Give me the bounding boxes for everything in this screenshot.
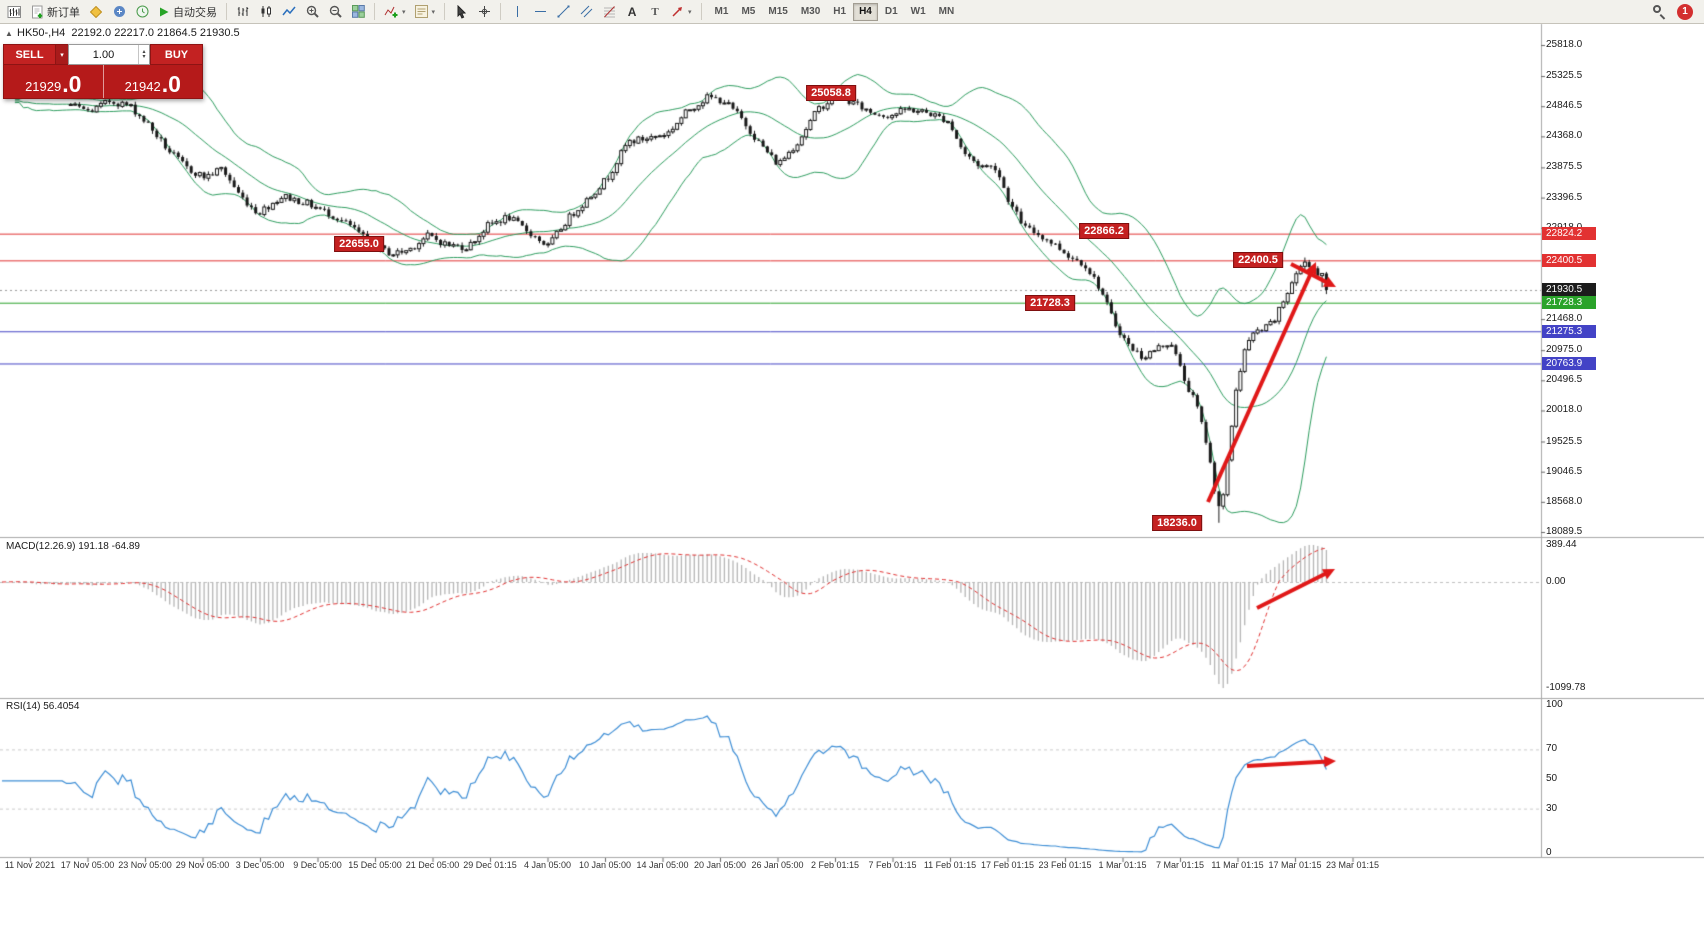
crosshair-icon (478, 6, 490, 17)
templates-button[interactable]: ▾ (411, 2, 440, 22)
vertical-line-button[interactable] (506, 2, 528, 22)
history-center-icon (136, 5, 148, 18)
new-order-icon (32, 5, 43, 18)
new-order-label: 新订单 (47, 6, 80, 19)
timeframe-M30[interactable]: M30 (795, 3, 826, 21)
cursor-button[interactable] (450, 2, 472, 22)
trendline-button[interactable] (552, 2, 574, 22)
one-click-top-row: SELL ▾ 1.00 ▴ ▾ BUY (3, 44, 203, 65)
line-chart-button[interactable] (278, 2, 300, 22)
autotrading-label: 自动交易 (173, 6, 217, 19)
zoom-out-icon (329, 5, 342, 18)
dropdown-caret-icon: ▾ (402, 8, 406, 16)
horizontal-line-icon (534, 11, 546, 12)
buy-price[interactable]: 21942.0 (102, 65, 203, 98)
templates-icon (414, 5, 428, 18)
dropdown-caret-icon: ▾ (688, 8, 692, 16)
text-label-tool-icon: T (651, 5, 659, 18)
timeframe-M15[interactable]: M15 (762, 3, 793, 21)
sell-price[interactable]: 21929.0 (4, 65, 103, 98)
zoom-in-icon (306, 5, 319, 18)
buy-price-main: 21942 (124, 79, 161, 94)
line-chart-icon (282, 6, 296, 16)
zoom-in-button[interactable] (301, 2, 323, 22)
bar-chart-icon (237, 7, 249, 16)
search-button[interactable] (1648, 2, 1670, 22)
market-watch-icon (113, 6, 125, 17)
bar-chart-button[interactable] (232, 2, 254, 22)
search-icon (1652, 5, 1666, 20)
one-click-prices: 21929.0 21942.0 (3, 65, 203, 99)
volume-value: 1.00 (92, 48, 115, 61)
market-watch-button[interactable] (108, 2, 130, 22)
spinner-up-icon[interactable]: ▴ (142, 48, 146, 55)
arrows-tool-icon (672, 7, 683, 17)
one-click-trading-widget: SELL ▾ 1.00 ▴ ▾ BUY 21929.0 21942.0 (3, 44, 203, 99)
crosshair-button[interactable] (473, 2, 495, 22)
sell-price-pips: .0 (62, 71, 82, 98)
fibonacci-button[interactable] (598, 2, 620, 22)
timeframe-M1[interactable]: M1 (709, 3, 735, 21)
autotrading-button[interactable]: 自动交易 (154, 2, 221, 22)
timeframe-D1[interactable]: D1 (879, 3, 904, 21)
timeframe-H1[interactable]: H1 (827, 3, 852, 21)
sell-dropdown-button[interactable]: ▾ (56, 44, 68, 65)
timeframe-M5[interactable]: M5 (735, 3, 761, 21)
main-toolbar: 新订单 自动交易 ▾ ▾ A T ▾ M1 M5 M15 M30 H1 H4 D1 W1 MN … (0, 0, 1704, 24)
history-center-button[interactable] (131, 2, 153, 22)
zoom-out-button[interactable] (324, 2, 346, 22)
toolbar-separator (374, 3, 375, 20)
sell-button[interactable]: SELL (3, 44, 56, 65)
buy-button[interactable]: BUY (150, 44, 203, 65)
toolbar-separator (444, 3, 446, 20)
candlestick-chart-icon (261, 6, 271, 17)
trendline-icon (557, 5, 570, 18)
new-chart-icon (7, 5, 21, 18)
timeframe-MN[interactable]: MN (933, 3, 961, 21)
new-order-button[interactable]: 新订单 (27, 2, 84, 22)
tile-windows-icon (351, 5, 365, 18)
toolbar-separator (700, 3, 702, 20)
text-tool-icon: A (627, 4, 637, 19)
autotrading-play-icon (160, 7, 169, 16)
vertical-line-icon (516, 6, 518, 17)
text-label-button[interactable]: T (644, 2, 666, 22)
indicators-button[interactable]: ▾ (380, 2, 410, 22)
equidistant-channel-button[interactable] (575, 2, 597, 22)
timeframe-W1[interactable]: W1 (905, 3, 932, 21)
metaeditor-button[interactable] (85, 2, 107, 22)
buy-price-pips: .0 (161, 71, 181, 98)
cursor-icon (457, 4, 467, 19)
timeframe-H4[interactable]: H4 (853, 2, 878, 21)
notification-badge[interactable]: 1 (1677, 3, 1693, 20)
toolbar-separator (500, 3, 502, 20)
new-chart-button[interactable] (3, 2, 26, 22)
toolbar-separator (226, 3, 227, 20)
metaeditor-icon (90, 5, 102, 18)
spinner-down-icon[interactable]: ▾ (142, 53, 146, 60)
dropdown-caret-icon: ▾ (431, 8, 436, 16)
timeframe-toolbar: M1 M5 M15 M30 H1 H4 D1 W1 MN (709, 2, 961, 21)
indicators-icon (384, 6, 398, 17)
horizontal-line-button[interactable] (529, 2, 551, 22)
text-button[interactable]: A (621, 2, 643, 22)
volume-input[interactable]: 1.00 ▴ ▾ (68, 44, 150, 65)
sell-price-main: 21929 (25, 79, 62, 94)
arrows-tool-button[interactable]: ▾ (667, 2, 696, 22)
fibonacci-icon (603, 6, 615, 18)
candlestick-chart-button[interactable] (255, 2, 277, 22)
volume-spinner[interactable]: ▴ ▾ (138, 45, 149, 64)
tile-windows-button[interactable] (347, 2, 369, 22)
equidistant-channel-icon (580, 5, 592, 18)
